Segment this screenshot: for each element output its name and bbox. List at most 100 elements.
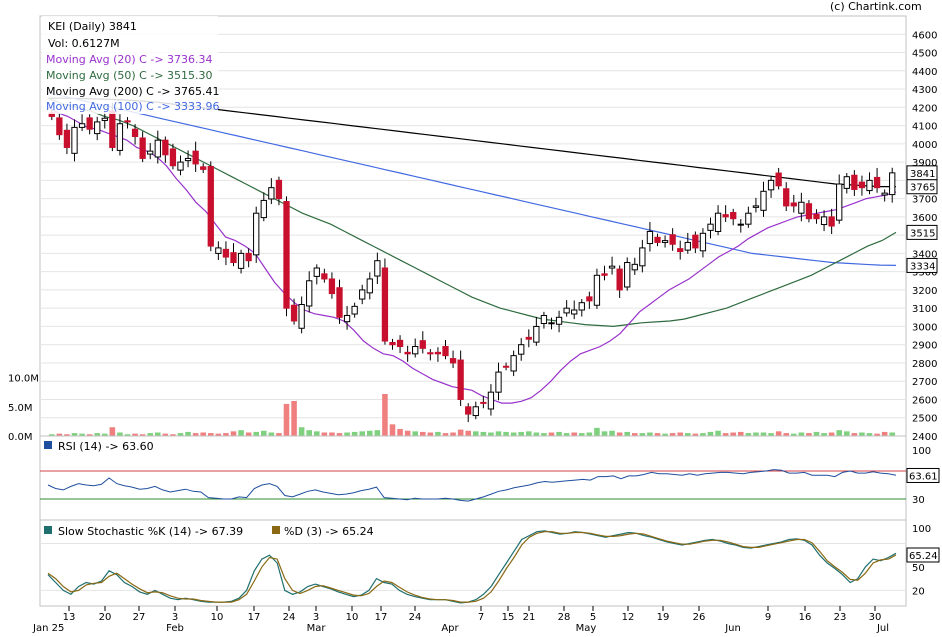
volume-bar [685,433,691,436]
candle-body [616,268,623,291]
candle-body [722,214,729,218]
candle-body [707,223,714,231]
volume-bar [866,433,873,436]
candle-body [502,365,510,368]
stoch-d-swatch [272,526,280,534]
volume-bar [223,433,229,436]
volume-bar [632,433,638,436]
volume-bar [715,430,721,436]
x-tick-label: Jan 25 [32,623,64,634]
x-tick-label: Jul [876,623,889,634]
candle-body [275,179,283,200]
volume-bar [56,433,63,436]
candle-body [71,126,78,154]
candle-body [677,248,684,253]
volume-bar [791,433,797,436]
candle-body [571,309,578,315]
price-tick-label: 4400 [912,67,937,78]
volume-bar [389,424,396,436]
x-tick-label: Mar [307,623,327,634]
volume-bar [836,430,842,436]
volume-bar [442,433,449,436]
candle-body [472,406,479,417]
volume-y-axis: 0.0M 5.0M 10.0M [8,374,39,443]
volume-bar [102,433,108,436]
volume-bar [155,432,161,436]
price-tick-label: 2400 [912,432,937,443]
candle-body [518,344,525,355]
volume-bar [760,432,767,436]
volume-bar [889,432,895,436]
rsi-legend-swatch [44,441,52,449]
candle-body [480,401,487,404]
volume-bar [435,431,441,436]
stoch-k-label: Slow Stochastic %K (14) -> 67.39 [58,525,243,538]
volume-bar [601,431,608,436]
candle-body [654,236,661,243]
price-tick-label: 4500 [912,49,937,60]
rsi-tick-label: 63.61 [909,471,938,482]
volume-bar [139,434,146,436]
price-tick-label: 4600 [912,30,937,41]
volume-bar [457,429,464,436]
candle-body [169,148,177,167]
rsi-tick-label: 30 [912,495,925,506]
volume-bar [556,431,562,436]
ma50-line [47,97,897,328]
candle-body [94,121,101,135]
candle-body [427,352,434,355]
x-tick-label: Jun [724,623,741,634]
rsi-line [47,469,897,502]
volume-bar [775,431,782,436]
volume-bar [367,430,373,436]
candle-body [730,211,737,220]
rsi-panel [39,435,907,521]
candle-body [230,252,237,264]
x-tick-label: 16 [799,612,812,623]
price-tick-label: 3600 [912,213,937,224]
x-tick-label: 7 [478,612,484,623]
rsi-series: 30 63.61 100 [40,446,940,506]
x-tick-label: 5 [590,612,596,623]
x-tick-label: 10 [211,612,224,623]
volume-bar [806,433,812,436]
candle-body [404,351,411,355]
candle-body [449,358,457,364]
volume-bar [336,433,343,436]
candle-body [563,307,570,314]
volume-bar [192,433,199,436]
stoch-tag-box [906,547,940,563]
candle-body [381,267,389,342]
x-tick-label: Apr [441,623,459,634]
volume-bar [465,430,471,436]
volume-bar [859,432,865,436]
x-tick-label: 10 [346,612,359,623]
volume-bar [374,430,381,436]
x-tick-label: 28 [558,612,571,623]
candle-body [790,202,797,207]
volume-bar [533,432,540,436]
volume-bar [86,434,93,436]
volume-bar [738,431,744,436]
volume-bar [526,431,532,436]
candle-body [601,273,608,276]
volume-bar [722,433,729,436]
candle-body [434,351,442,355]
price-tag-box [906,179,938,195]
price-tag-label: 3765 [910,183,935,194]
volume-bar [753,432,759,436]
candle-body [419,340,426,349]
candle-body [843,176,850,189]
candle-body [881,192,888,196]
volume-bar [147,433,153,436]
candle-body [699,232,707,252]
ma20-line [47,106,897,404]
candle-body [162,139,169,156]
candle-body [306,280,313,307]
volume-bar [382,394,388,436]
rsi-tag-box [906,467,940,483]
price-tag-label: 3841 [910,169,935,180]
price-tag-label: 3515 [910,228,935,239]
candle-body [745,212,752,225]
